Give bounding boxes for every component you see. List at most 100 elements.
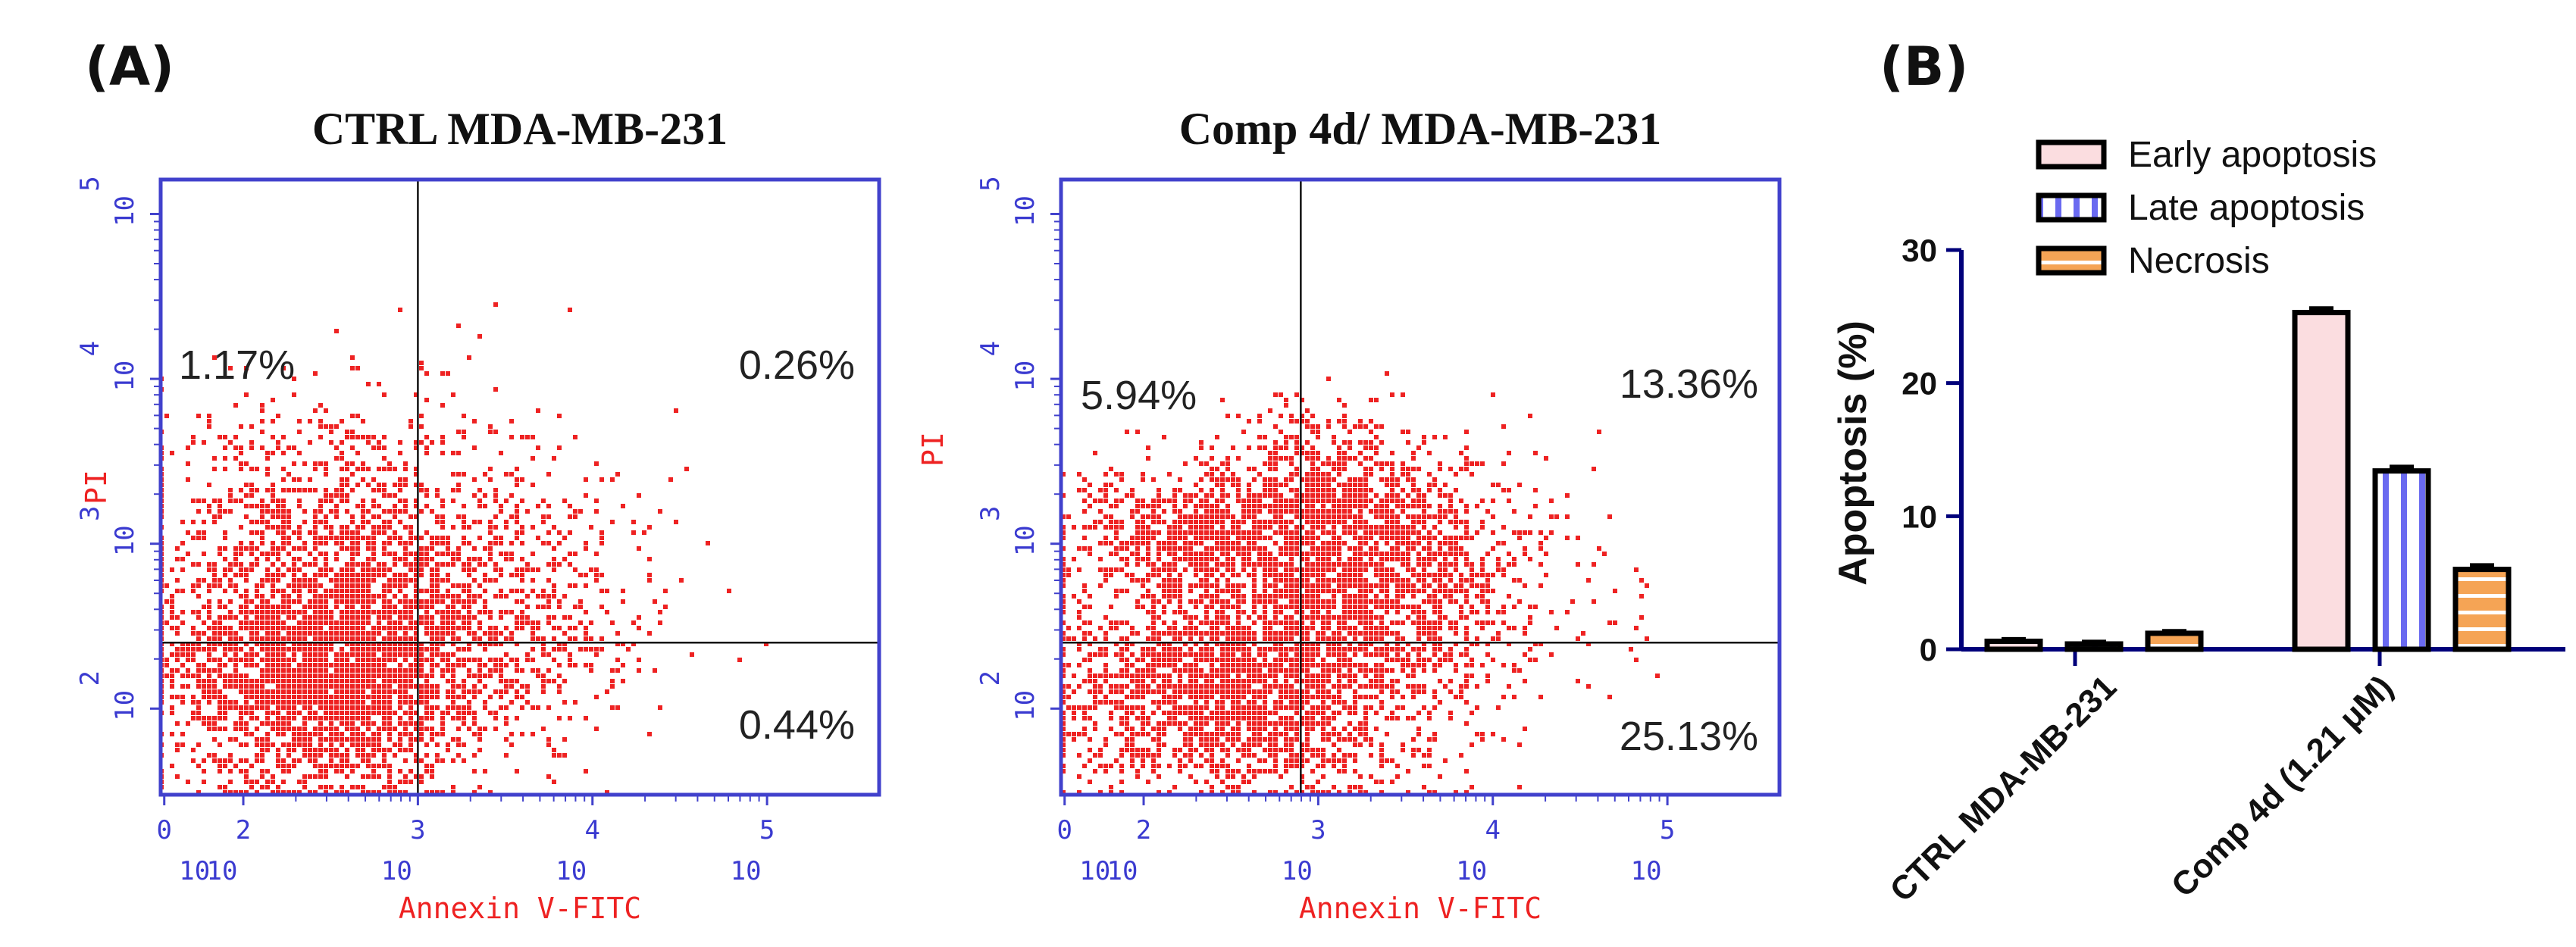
event-dot [196,610,201,614]
event-dot [462,605,466,609]
event-dot [493,525,498,530]
event-dot [594,567,599,572]
event-dot [647,732,652,736]
event-dot [281,705,286,710]
event-dot [218,764,222,768]
event-dot [472,445,477,450]
event-dot [424,599,429,604]
event-dot [387,541,392,545]
event-dot [281,769,286,774]
event-dot [371,631,376,636]
event-dot [493,668,498,673]
event-dot [387,674,392,678]
event-dot [467,689,471,694]
event-dot [324,689,328,694]
event-dot [382,567,387,572]
event-dot [196,700,201,705]
event-dot [377,562,381,567]
event-dot [164,658,169,662]
event-dot [324,705,328,710]
event-dot [509,552,514,556]
event-dot [626,647,631,652]
event-dot [557,647,562,652]
event-dot [393,594,397,599]
event-dot [297,695,302,699]
event-dot [313,536,318,540]
event-dot [196,684,201,689]
event-dot [371,573,376,577]
event-dot [1188,727,1193,731]
event-dot [318,652,323,657]
event-dot [509,493,514,498]
event-dot [281,499,286,503]
event-dot [403,461,408,466]
event-dot [286,790,291,795]
event-dot [355,483,360,487]
event-dot [1215,742,1219,747]
event-dot [382,764,387,768]
event-dot [403,525,408,530]
event-dot [456,753,461,758]
event-dot [292,377,296,381]
event-dot [281,674,286,678]
event-dot [202,668,206,673]
event-dot [589,525,593,530]
event-dot [462,514,466,519]
event-dot [456,557,461,561]
event-dot [594,727,599,731]
event-dot [249,785,254,789]
event-dot [382,716,387,720]
event-dot [260,753,264,758]
event-dot [674,520,678,524]
event-dot [446,668,450,673]
event-dot [377,748,381,752]
event-dot [462,711,466,715]
event-dot [371,504,376,508]
event-dot [419,440,424,445]
event-dot [366,557,371,561]
event-dot [244,493,249,498]
event-dot [324,642,328,646]
event-dot [361,674,365,678]
event-dot [196,536,201,540]
event-dot [265,647,270,652]
event-dot [509,419,514,423]
event-dot [324,785,328,789]
event-dot [318,599,323,604]
event-dot [286,536,291,540]
event-dot [499,567,503,572]
event-dot [451,594,455,599]
event-dot [297,758,302,763]
event-dot [403,647,408,652]
event-dot [281,541,286,545]
event-dot [446,626,450,630]
event-dot [615,658,620,662]
event-dot [218,700,222,705]
event-dot [398,573,402,577]
event-dot [382,573,387,577]
event-dot [546,742,551,747]
event-dot [584,610,588,614]
event-dot [302,626,307,630]
event-dot [260,700,264,705]
event-dot [451,705,455,710]
event-dot [393,785,397,789]
event-dot [430,557,434,561]
event-dot [387,737,392,742]
event-dot [329,742,333,747]
event-dot [334,514,339,519]
event-dot [451,668,455,673]
event-dot [387,679,392,683]
event-dot [233,700,238,705]
event-dot [382,636,387,641]
event-dot [191,748,196,752]
event-dot [244,605,249,609]
event-dot [239,488,243,492]
event-dot [361,758,365,763]
event-dot [345,578,349,583]
event-dot [584,477,588,482]
event-dot [462,435,466,439]
event-dot [308,695,312,699]
event-dot [350,785,355,789]
event-dot [260,509,264,514]
